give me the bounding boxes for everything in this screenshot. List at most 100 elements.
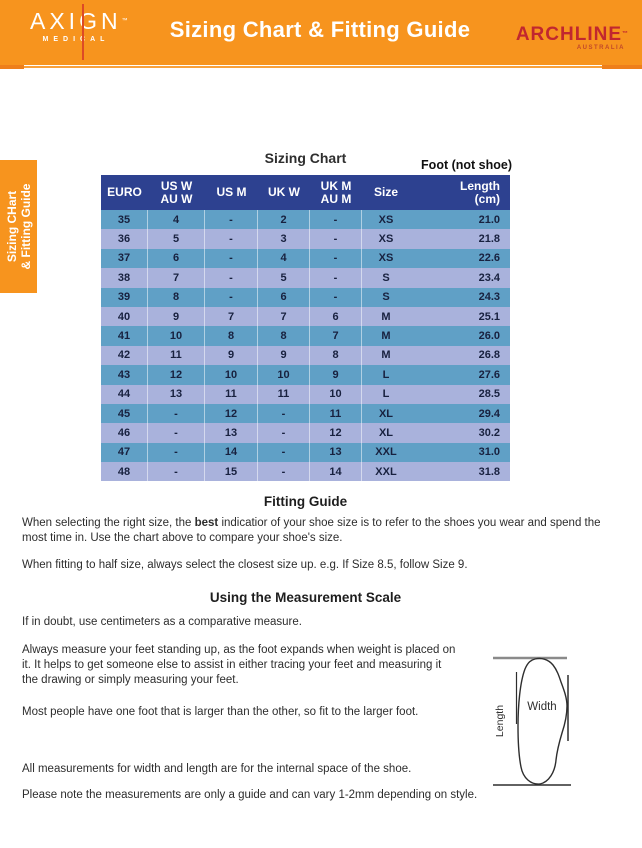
table-row: 36 5-3- XS 21.8: [101, 229, 510, 249]
table-cell: 31.8: [478, 465, 500, 478]
table-cell: 13: [148, 384, 205, 404]
table-cell: 7: [258, 306, 310, 327]
fitting-guide-heading: Fitting Guide: [263, 494, 348, 509]
table-cell: 7: [310, 326, 362, 346]
table-cell: 11: [205, 384, 258, 404]
table-cell: 4: [258, 248, 310, 269]
header-divider: [0, 66, 642, 68]
table-cell: -: [205, 268, 258, 288]
table-cell: 28.5: [478, 388, 500, 401]
table-row: 44 13 11 11 10 L 28.5: [101, 384, 510, 404]
trademark-icon: ™: [121, 18, 128, 24]
table-cell: M: [381, 349, 391, 362]
archline-logo: ARCHLINE™ AUSTRALIA: [516, 25, 628, 51]
table-cell: 21.8: [478, 233, 500, 246]
table-cell: XL: [378, 426, 394, 439]
measurement-scale-heading: Using the Measurement Scale: [209, 590, 402, 605]
paragraph-text: indicatior of your shoe size is to refer…: [22, 517, 601, 544]
table-cell: 45: [101, 403, 148, 424]
page-title: Sizing Chart & Fitting Guide: [169, 17, 471, 42]
table-cell: -: [148, 462, 205, 482]
fitting-guide-paragraph-2: When fitting to half size, always select…: [22, 559, 468, 571]
table-cell: 12: [148, 365, 205, 385]
measurement-paragraph-2: Always measure your feet standing up, as…: [22, 644, 456, 686]
table-cell: -: [258, 442, 310, 463]
fitting-guide-paragraph-1: When selecting the right size, the best …: [22, 516, 622, 546]
table-cell: L: [382, 388, 390, 401]
table-row: 47-14-13 XXL 31.0: [101, 442, 510, 463]
table-cell: -: [148, 442, 205, 463]
trademark-icon: ™: [622, 31, 628, 37]
table-cell: 35: [101, 210, 148, 230]
measurement-paragraph-4: All measurements for width and length ar…: [22, 763, 412, 775]
table-cell: 8: [205, 326, 258, 346]
table-cell: 6: [310, 306, 362, 327]
table-cell: 9: [205, 345, 258, 366]
table-cell: -: [258, 423, 310, 443]
table-cell: 43: [101, 365, 148, 385]
table-row: 43 12 10 10 9 L 27.6: [101, 365, 510, 385]
measurement-paragraph-5: Please note the measurements are only a …: [22, 789, 478, 801]
side-tab: Sizing CHart & Fitting Guide: [0, 160, 37, 293]
table-cell: 6: [258, 287, 310, 307]
table-cell: -: [258, 462, 310, 482]
table-cell: S: [382, 271, 390, 284]
table-cell: 22.6: [478, 252, 500, 265]
table-cell: -: [310, 210, 362, 230]
table-cell: L: [382, 368, 390, 381]
foot-outline: [517, 657, 568, 785]
table-cell: XS: [378, 252, 394, 265]
table-cell: XS: [378, 233, 394, 246]
table-cell: 38: [101, 268, 148, 288]
table-cell: -: [148, 403, 205, 424]
table-cell: 7: [148, 268, 205, 288]
table-cell: -: [205, 248, 258, 269]
table-cell: 15: [205, 462, 258, 482]
sizing-table: EURO US W AU W US M UK W UK M AU M Size Length (c…: [101, 175, 510, 482]
table-cell: M: [381, 330, 391, 343]
axign-subtitle: MEDICAL: [42, 36, 110, 43]
table-cell: 6: [148, 248, 205, 269]
width-label: Width: [527, 701, 556, 713]
measurement-paragraph-1: If in doubt, use centimeters as a compar…: [22, 616, 302, 628]
table-cell: XL: [378, 407, 394, 420]
table-cell: 23.4: [478, 271, 500, 284]
sizing-chart-title: Sizing Chart: [264, 150, 347, 166]
table-row: 38 7-5- S 23.4: [101, 268, 510, 288]
table-cell: 39: [101, 287, 148, 307]
table-cell: 29.4: [478, 407, 500, 420]
table-cell: 5: [148, 229, 205, 249]
paragraph-text: When selecting the right size, the: [22, 517, 195, 529]
table-row: 45-12-11 XL 29.4: [101, 403, 510, 424]
table-row: 37 6-4- XS 22.6: [101, 248, 510, 269]
table-cell: XXL: [375, 465, 397, 478]
foot-not-shoe-label: Foot (not shoe): [421, 158, 512, 172]
table-cell: 24.3: [478, 291, 500, 304]
table-row: 39 8-6- S 24.3: [101, 287, 510, 307]
table-row: 35 4-2- XS 21.0: [101, 210, 510, 230]
table-cell: 26.8: [478, 349, 500, 362]
table-cell: 8: [258, 326, 310, 346]
table-cell: 25.1: [478, 310, 500, 323]
table-cell: 11: [258, 384, 310, 404]
table-cell: 46: [101, 423, 148, 443]
table-cell: 10: [205, 365, 258, 385]
table-cell: 7: [205, 306, 258, 327]
table-cell: 40: [101, 306, 148, 327]
table-cell: -: [148, 423, 205, 443]
table-cell: 26.0: [478, 330, 500, 343]
archline-subtitle: AUSTRALIA: [576, 45, 625, 51]
table-cell: M: [381, 310, 391, 323]
column-header: US M: [216, 185, 247, 199]
table-cell: 11: [310, 403, 362, 424]
table-cell: -: [310, 229, 362, 249]
table-cell: 13: [310, 442, 362, 463]
column-header: Length (cm): [460, 178, 500, 206]
table-cell: 27.6: [478, 368, 500, 381]
column-header: UK M AU M: [320, 178, 352, 206]
table-cell: 3: [258, 229, 310, 249]
axign-brand-text: AXIGN™: [30, 8, 128, 34]
table-cell: 31.0: [478, 446, 500, 459]
table-row: 42 11 9 9 8 M 26.8: [101, 345, 510, 366]
